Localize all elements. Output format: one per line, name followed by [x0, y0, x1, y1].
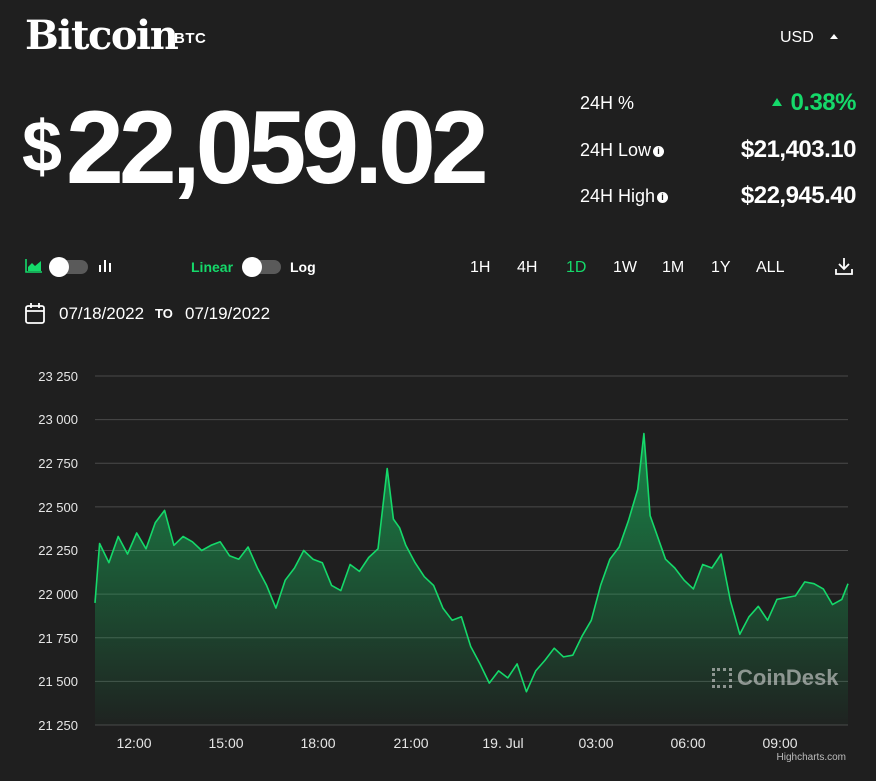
stat-24h-high-value: $22,945.40	[740, 182, 857, 209]
coin-symbol: BTC	[174, 30, 207, 47]
stat-24h-high-label: 24H High i	[580, 186, 669, 207]
x-tick-label: 21:00	[393, 735, 429, 751]
y-tick-label: 23 000	[38, 412, 78, 427]
bar-chart-icon[interactable]	[98, 258, 112, 274]
x-tick-label: 15:00	[208, 735, 244, 751]
y-tick-label: 21 750	[38, 631, 78, 646]
stat-24h-low-label: 24H Low i	[580, 140, 665, 161]
stat-24h-low-value: $21,403.10	[740, 136, 857, 163]
toggle-knob	[49, 257, 69, 277]
area-chart-icon[interactable]	[25, 258, 43, 274]
y-tick-label: 22 000	[38, 587, 78, 602]
date-to-label: TO	[155, 306, 173, 321]
download-icon[interactable]	[835, 257, 853, 275]
stat-24h-change-value: 0.38%	[772, 89, 856, 117]
toggle-knob	[242, 257, 262, 277]
y-tick-label: 23 250	[38, 369, 78, 384]
chart-type-toggle[interactable]	[49, 257, 88, 277]
caret-up-icon[interactable]	[830, 34, 838, 39]
y-tick-label: 21 500	[38, 674, 78, 689]
coindesk-watermark: CoinDesk	[712, 665, 838, 691]
price-currency-symbol: $	[22, 107, 63, 187]
stat-24h-change-label: 24H %	[580, 93, 635, 113]
coindesk-logo-icon	[712, 668, 732, 688]
date-from[interactable]: 07/18/2022	[59, 304, 145, 323]
y-tick-label: 22 500	[38, 500, 78, 515]
price-line[interactable]	[94, 432, 849, 693]
y-tick-label: 22 750	[38, 456, 78, 471]
x-tick-label: 09:00	[762, 735, 798, 751]
date-to[interactable]: 07/19/2022	[185, 304, 271, 323]
scale-toggle[interactable]	[242, 257, 281, 277]
price-value: 22,059.02	[66, 90, 489, 206]
range-all-button[interactable]: ALL	[756, 259, 785, 276]
y-tick-label: 22 250	[38, 543, 78, 558]
info-icon[interactable]: i	[657, 192, 669, 203]
x-tick-label: 03:00	[578, 735, 614, 751]
currency-select[interactable]: USD	[780, 29, 814, 46]
arrow-up-icon	[772, 98, 783, 106]
x-tick-label: 19. Jul	[482, 735, 524, 751]
stat-24h-low-label-text: 24H Low	[580, 140, 652, 160]
range-1m-button[interactable]: 1M	[662, 259, 685, 276]
range-1h-button[interactable]: 1H	[470, 259, 491, 276]
price-area-fill	[95, 433, 848, 725]
y-tick-label: 21 250	[38, 718, 78, 733]
scale-linear-label[interactable]: Linear	[191, 259, 234, 275]
info-icon[interactable]: i	[653, 146, 665, 157]
current-price: $22,059.02	[22, 90, 489, 206]
stat-24h-high-label-text: 24H High	[580, 186, 656, 206]
highcharts-credit[interactable]: Highcharts.com	[776, 752, 846, 763]
calendar-icon[interactable]	[25, 302, 45, 324]
x-tick-label: 12:00	[116, 735, 152, 751]
range-1y-button[interactable]: 1Y	[711, 259, 731, 276]
range-1d-button[interactable]: 1D	[566, 259, 587, 276]
scale-log-label[interactable]: Log	[290, 259, 316, 275]
stat-24h-change-text: 0.38%	[790, 89, 856, 116]
range-4h-button[interactable]: 4H	[517, 259, 538, 276]
x-tick-label: 06:00	[670, 735, 706, 751]
range-1w-button[interactable]: 1W	[613, 259, 637, 276]
watermark-text: CoinDesk	[737, 665, 839, 690]
coin-name: Bitcoin	[25, 12, 179, 59]
x-tick-label: 18:00	[300, 735, 336, 751]
